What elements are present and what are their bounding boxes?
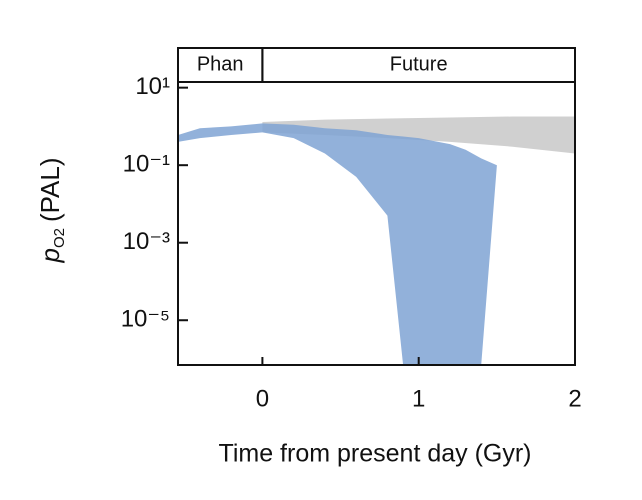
- y-tick-label: 10¹: [135, 73, 170, 100]
- x-tick-label: 0: [256, 385, 269, 412]
- x-tick-label: 1: [412, 385, 425, 412]
- y-tick-label: 10⁻¹: [123, 151, 170, 178]
- period-label: Future: [390, 53, 448, 75]
- y-label-symbol: p: [35, 248, 65, 263]
- band-area: [178, 123, 497, 366]
- x-tick-label: 2: [568, 385, 581, 412]
- period-box: [261, 47, 576, 83]
- y-label-subscript: O2: [51, 228, 68, 248]
- x-axis-label: Time from present day (Gyr): [218, 440, 531, 468]
- band-area: [262, 116, 575, 154]
- y-tick-label: 10⁻⁵: [121, 306, 170, 333]
- y-label-unit: (PAL): [35, 157, 65, 222]
- y-tick-label: 10⁻³: [123, 228, 170, 255]
- y-axis-label: pO2 (PAL): [35, 157, 68, 263]
- period-label: Phan: [197, 53, 244, 75]
